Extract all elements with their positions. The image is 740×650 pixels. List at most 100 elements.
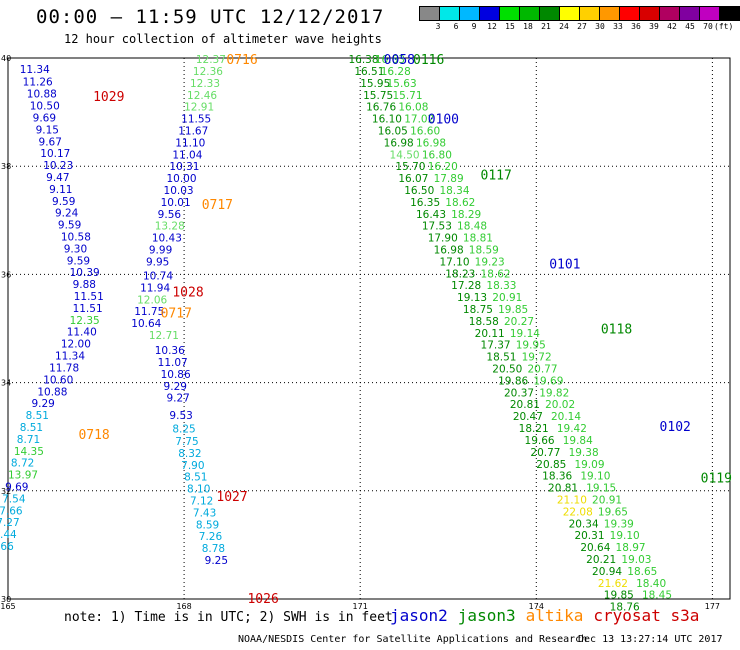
wave-height-reading: 8.25 [172,424,195,436]
wave-height-reading: 7.66 [0,541,14,553]
wave-height-reading: 8.10 [187,484,210,496]
wave-height-reading: 20.11 [475,328,505,340]
wave-height-reading: 12.00 [61,339,91,351]
wave-height-reading: 10.58 [61,232,91,244]
pass-time-label: 1029 [93,90,124,105]
wave-height-reading: 11.78 [49,362,79,374]
wave-height-reading: 18.62 [481,268,511,280]
wave-height-reading: 8.78 [202,543,225,555]
legend-entry: jason2 [390,606,448,625]
color-scale-label: 39 [649,22,659,31]
wave-height-reading: 7.54 [2,493,26,505]
wave-height-reading: 18.23 [445,268,475,280]
color-scale-label: 45 [685,22,695,31]
wave-height-reading: 20.85 [536,459,566,471]
wave-height-reading: 19.84 [563,435,593,447]
wave-height-reading: 16.38 [348,54,378,66]
wave-height-reading: 18.48 [457,221,487,233]
wave-height-reading: 20.21 [586,554,616,566]
wave-height-reading: 11.55 [181,114,211,126]
wave-height-reading: 20.50 [492,364,522,376]
wave-height-reading: 19.10 [580,471,610,483]
wave-height-reading: 16.98 [434,245,464,257]
color-scale-label: 24 [559,22,569,31]
wave-height-reading: 20.91 [592,494,622,506]
wave-height-reading: 9.88 [73,279,96,291]
wave-height-reading: 11.04 [172,149,202,161]
wave-height-reading: 16.51 [354,66,384,78]
wave-height-reading: 16.35 [410,197,440,209]
wave-height-reading: 16.43 [416,209,446,221]
color-scale-label: 27 [577,22,587,31]
wave-height-reading: 16.80 [422,149,452,161]
wave-height-reading: 11.94 [140,282,170,294]
wave-height-reading: 20.81 [548,483,578,495]
generation-timestamp: Dec 13 13:27:14 UTC 2017 [578,634,723,645]
wave-height-reading: 16.10 [372,114,402,126]
wave-height-reading: 19.13 [457,292,487,304]
wave-height-reading: 9.99 [149,245,172,257]
wave-height-reading: 9.15 [36,124,59,136]
wave-height-reading: 9.95 [146,256,169,268]
wave-height-reading: 20.64 [580,542,610,554]
wave-height-reading: 7.90 [181,460,204,472]
wave-height-reading: 7.66 [0,505,23,517]
wave-height-reading: 12.37 [196,54,226,66]
satellite-legend: jason2 jason3 altika cryosat s3a [390,606,709,625]
legend-entry: altika [525,606,584,625]
wave-height-reading: 21.62 [598,578,628,590]
wave-height-reading: 18.29 [451,209,481,221]
wave-height-reading: 16.98 [416,137,446,149]
wave-height-reading: 10.00 [166,173,196,185]
wave-height-reading: 10.39 [70,267,100,279]
wave-height-reading: 16.08 [398,102,428,114]
wave-height-reading: 11.40 [67,327,97,339]
wave-height-reading: 11.51 [73,303,103,315]
color-scale-labels: 3 6 9 12 15 18 21 24 27 30 33 36 39 42 45 70 [420,22,740,34]
wave-height-reading: 18.33 [486,280,516,292]
wave-height-reading: 10.23 [43,160,73,172]
wave-height-reading: 9.56 [158,209,182,221]
wave-height-reading: 20.27 [504,316,534,328]
wave-height-reading: 14.35 [14,446,44,458]
wave-height-reading: 19.72 [522,352,552,364]
wave-height-reading: 16.20 [428,161,458,173]
wave-height-reading: 7.44 [0,529,17,541]
wave-height-reading: 19.10 [610,530,640,542]
wave-height-reading: 18.36 [542,471,572,483]
wave-height-reading: 9.47 [46,172,69,184]
wave-height-reading: 19.42 [557,423,587,435]
wave-height-reading: 9.11 [49,184,72,196]
wave-height-reading: 17.02 [404,114,434,126]
longitude-tick-label: 165 [0,602,15,611]
wave-height-reading: 17.90 [428,233,458,245]
wave-height-reading: 12.33 [190,78,220,90]
wave-height-reading: 10.17 [40,148,70,160]
latitude-tick-label: 36 [1,270,11,279]
wave-height-reading: 18.65 [627,566,657,578]
wave-height-reading: 13.97 [8,470,38,482]
color-scale-label: 6 [453,22,459,31]
wave-height-reading: 9.67 [39,136,62,148]
wave-height-reading: 20.47 [513,411,543,423]
color-scale-label: 42 [667,22,677,31]
wave-readings: 11.3411.2610.8810.509.699.159.6710.1710.… [0,54,672,613]
pass-time-label: 0116 [413,53,444,68]
credit-line: NOAA/NESDIS Center for Satellite Applica… [238,634,588,645]
wave-height-reading: 11.34 [55,351,85,363]
wave-height-reading: 20.77 [527,364,557,376]
wave-height-reading: 9.53 [169,410,192,422]
pass-time-label: 0717 [202,198,233,213]
wave-height-reading: 10.86 [161,369,191,381]
color-scale-label: 9 [471,22,477,31]
wave-height-reading: 10.43 [152,233,182,245]
wave-height-reading: 10.60 [43,374,73,386]
wave-height-reading: 20.94 [592,566,622,578]
longitude-tick-label: 174 [529,602,544,611]
wave-height-reading: 16.98 [384,137,414,149]
wave-height-reading: 15.71 [392,90,422,102]
wave-height-reading: 21.10 [557,494,587,506]
pass-time-label: 1028 [172,286,203,301]
wave-height-reading: 16.28 [381,66,411,78]
wave-height-reading: 19.23 [475,256,505,268]
